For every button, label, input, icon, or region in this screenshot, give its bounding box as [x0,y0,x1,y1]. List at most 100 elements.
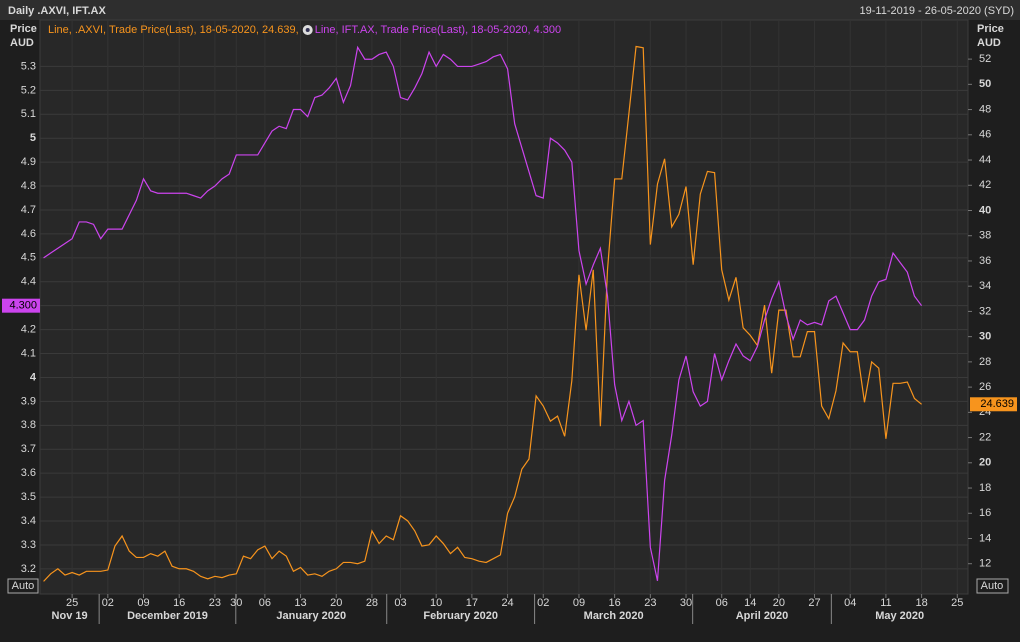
y2-tick-label: 14 [979,532,991,544]
y-axis-title: AUD [10,37,34,49]
y2-tick-label: 48 [979,103,991,115]
x-tick-label: 20 [773,597,785,609]
x-tick-label: 03 [394,597,406,609]
plot-area [39,19,969,595]
y-tick-label: 5 [30,132,36,144]
y2-tick-label: 28 [979,356,991,368]
scale-button[interactable]: Auto [976,578,1009,594]
y-tick-label: 5.1 [21,108,36,120]
y2-tick-label: 44 [979,154,991,166]
y2-tick-label: 42 [979,179,991,191]
y-tick-label: 3.6 [21,467,36,479]
x-tick-label: 28 [366,597,378,609]
x-tick-label: 14 [744,597,756,609]
y-tick-label: 4.5 [21,252,36,264]
button-label: Auto [981,580,1004,592]
x-tick-label: 25 [951,597,963,609]
header-bar [0,0,1020,20]
month-label: December 2019 [127,610,208,622]
last-value-label: 4.300 [9,300,37,312]
y-tick-label: 4.9 [21,156,36,168]
y2-tick-label: 16 [979,507,991,519]
y2-axis-title: Price [977,23,1004,35]
month-label: January 2020 [276,610,346,622]
series-line [43,45,922,582]
y2-tick-label: 46 [979,129,991,141]
grid [40,20,972,624]
x-tick-label: 06 [259,597,271,609]
last-value-box [970,397,1017,412]
button-frame [7,578,39,594]
y2-tick-label: 52 [979,53,991,65]
last-value-box [2,298,40,313]
x-tick-label: 25 [66,597,78,609]
month-label: February 2020 [423,610,498,622]
y2-tick-label: 20 [979,457,991,469]
y2-tick-label: 22 [979,431,991,443]
last-value-label: 24.639 [980,398,1014,410]
y-tick-label: 4.6 [21,228,36,240]
x-tick-label: 13 [294,597,306,609]
x-tick-label: 02 [102,597,114,609]
button-frame [976,578,1009,594]
x-tick-label: 18 [915,597,927,609]
x-tick-label: 20 [330,597,342,609]
x-tick-label: 24 [501,597,513,609]
x-tick-label: 16 [609,597,621,609]
y-tick-label: 3.7 [21,443,36,455]
button-label: Auto [12,580,35,592]
y-tick-label: 4.4 [21,276,36,288]
y2-tick-label: 12 [979,558,991,570]
y2-tick-label: 34 [979,280,991,292]
y2-tick-label: 38 [979,230,991,242]
x-tick-label: 02 [537,597,549,609]
y-axis-title: Price [10,23,37,35]
month-label: April 2020 [736,610,789,622]
y2-tick-label: 18 [979,482,991,494]
y-tick-label: 4.8 [21,180,36,192]
y-tick-label: 5.3 [21,60,36,72]
y-tick-label: 3.3 [21,539,36,551]
y-tick-label: 5.2 [21,84,36,96]
y-tick-label: 4.2 [21,324,36,336]
series-line [43,45,923,581]
legend-entry: Line, IFT.AX, Trade Price(Last), 18-05-2… [315,24,561,36]
y-tick-label: 3.8 [21,419,36,431]
y-tick-label: 4.1 [21,347,36,359]
y-tick-label: 3.9 [21,395,36,407]
y2-tick-label: 36 [979,255,991,267]
x-tick-label: 30 [230,597,242,609]
month-label: May 2020 [875,610,924,622]
x-tick-label: 11 [880,597,891,609]
x-tick-label: 23 [209,597,221,609]
y-tick-label: 4 [30,371,37,383]
x-tick-label: 23 [644,597,656,609]
x-tick-label: 27 [808,597,820,609]
y2-tick-label: 26 [979,381,991,393]
chart-title: Daily .AXVI, IFT.AX [8,5,106,17]
legend-icon-center [305,28,310,32]
y2-tick-label: 50 [979,78,991,90]
y2-tick-label: 30 [979,331,991,343]
y2-tick-label: 32 [979,305,991,317]
x-tick-label: 06 [716,597,728,609]
x-tick-label: 17 [466,597,478,609]
month-label: Nov 19 [52,610,88,622]
x-tick-label: 30 [680,597,692,609]
series-lines [43,45,923,582]
date-range: 19-11-2019 - 26-05-2020 (SYD) [860,5,1015,17]
labels: 3.23.33.43.53.63.73.83.944.14.24.34.44.5… [2,24,1017,622]
legend-entry: Line, .AXVI, Trade Price(Last), 18-05-20… [48,24,299,36]
x-tick-label: 10 [430,597,442,609]
x-tick-label: 16 [173,597,185,609]
month-label: March 2020 [584,610,644,622]
x-tick-label: 09 [137,597,149,609]
x-tick-label: 09 [573,597,585,609]
y2-tick-label: 40 [979,204,991,216]
scale-button[interactable]: Auto [7,578,39,594]
y2-axis-title: AUD [977,37,1001,49]
y-tick-label: 3.5 [21,491,36,503]
y-tick-label: 3.2 [21,563,36,575]
y-tick-label: 3.4 [21,515,36,527]
